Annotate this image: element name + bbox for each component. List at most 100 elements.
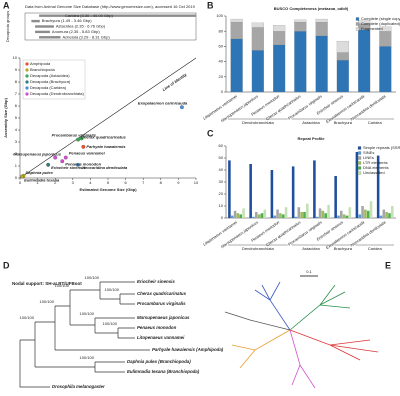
legend-marker xyxy=(25,80,29,84)
range-bar xyxy=(39,14,196,17)
panel-label: E xyxy=(385,260,391,270)
support: 100/100 xyxy=(85,275,100,280)
bar-segment xyxy=(230,38,243,93)
support: 100/100 xyxy=(40,299,55,304)
x-tick-label: Marsupenaeus japonicus xyxy=(220,220,259,250)
legend-marker xyxy=(25,86,29,90)
legend-swatch xyxy=(357,146,362,150)
bar-segment xyxy=(336,59,349,93)
legend-label: Complete (single copy) xyxy=(361,16,400,21)
x-tick-label: Litopenaeus vannamei xyxy=(202,220,238,247)
point-label: Procambarus virginalis xyxy=(52,132,97,137)
bar xyxy=(260,213,264,218)
legend-label: Simple repeats (SSR) xyxy=(363,145,400,150)
legend-swatch xyxy=(357,171,362,175)
point-label: Parhyale hawaiensis xyxy=(86,144,126,149)
panel-label: B xyxy=(207,0,214,10)
y-tick-label: 2 xyxy=(15,151,18,156)
y-tick-label: 60 xyxy=(219,43,224,48)
y-tick-label: 0 xyxy=(15,175,18,180)
branch xyxy=(289,284,351,331)
y-tick-label: 7 xyxy=(15,91,18,96)
range-label: Anomura (2.35 - 5.83 Gbp) xyxy=(52,29,100,34)
bar xyxy=(334,176,337,218)
legend-label: Branchiopoda xyxy=(30,67,55,72)
taxon: Marsupenaeus japonicus xyxy=(137,315,190,320)
point-label: Eulimnadia texana xyxy=(24,178,60,183)
annotation: Line of identity xyxy=(161,72,188,93)
y-tick-label: 1 xyxy=(15,163,18,168)
branch xyxy=(231,329,291,369)
identity-line xyxy=(19,57,197,179)
bar xyxy=(279,213,282,218)
point xyxy=(53,155,58,160)
bar-segment xyxy=(294,31,307,93)
y-tick-label: 6 xyxy=(15,103,18,108)
bar xyxy=(342,214,346,218)
range-label: Brachyura (1.49 - 3.46 Gbp) xyxy=(42,18,92,23)
x-tick-label: 0 xyxy=(19,180,22,185)
x-tick-label: 7 xyxy=(142,180,145,185)
y-tick-label: 30 xyxy=(219,179,224,184)
group-label: Caridea xyxy=(368,246,383,251)
x-tick-label: Litopenaeus vannamei xyxy=(202,94,238,121)
taxon: Eulimnadia texana (Branchiopoda) xyxy=(127,369,200,374)
legend-marker xyxy=(25,92,29,96)
panel-label: A xyxy=(3,0,10,10)
bar xyxy=(364,209,367,218)
taxon: Procambarus virginalis xyxy=(137,301,186,306)
bar xyxy=(306,203,309,218)
bar-segment xyxy=(251,22,264,28)
branch xyxy=(254,281,291,331)
point-label: Exopalaemon carinicauda xyxy=(138,100,188,105)
bar-segment xyxy=(358,20,371,24)
point xyxy=(76,137,80,142)
x-tick-label: 2 xyxy=(54,180,57,185)
bar xyxy=(263,209,267,218)
group-label: Brachyura xyxy=(334,120,353,125)
branch xyxy=(289,329,316,389)
bar-segment xyxy=(273,44,286,93)
range-label: Astacidea (2.35 - 6.76 Gbp) xyxy=(56,24,106,29)
bar xyxy=(376,155,380,218)
legend-swatch xyxy=(357,151,362,155)
bar xyxy=(361,206,364,218)
y-tick-label: 5 xyxy=(15,115,18,120)
support: 100/100 xyxy=(105,287,120,292)
group-label: Astacidea xyxy=(302,120,320,125)
panel-label: D xyxy=(3,260,10,270)
legend-label: Decapoda (Dendrobranchiata) xyxy=(30,91,84,96)
frame xyxy=(24,12,197,41)
y-axis-label: Assembly Size (Gbp) xyxy=(3,97,8,137)
bar xyxy=(230,215,234,218)
taxon: Penaeus monodon xyxy=(137,325,177,330)
legend-swatch xyxy=(355,17,360,21)
tree-branches xyxy=(19,281,150,388)
bar xyxy=(249,164,252,218)
point-label: Eriocheir sinensis xyxy=(51,165,86,170)
bar xyxy=(284,207,288,218)
tree-note: Nodal support: SH-aLRT/UFBoot xyxy=(12,281,82,286)
bar xyxy=(391,206,394,218)
x-tick-label: 1 xyxy=(36,180,39,185)
y-tick-label: 40 xyxy=(219,59,224,64)
legend-label: DNA elements xyxy=(363,165,389,170)
bar xyxy=(366,210,370,218)
scale-label: 0.1 xyxy=(306,269,312,274)
y-tick-label: 0 xyxy=(221,215,224,220)
branch xyxy=(224,311,291,331)
y-tick-label: 80 xyxy=(219,28,224,33)
bar-segment xyxy=(230,21,243,39)
range-bar xyxy=(35,30,50,34)
x-tick-label: Neocaridina denticulata xyxy=(349,219,387,248)
point-label: Penaeus vannamei xyxy=(69,151,106,156)
group-label: Dendrobranchiata xyxy=(242,246,275,251)
tree-e: 0.1 xyxy=(224,269,379,389)
bar xyxy=(291,166,295,218)
x-tick-label: Neocaridina denticulata xyxy=(349,93,387,122)
range-bar xyxy=(31,19,40,23)
y-tick-label: 20 xyxy=(219,74,224,79)
point xyxy=(76,162,80,167)
range-bar xyxy=(35,25,54,28)
y-tick-label: 3 xyxy=(15,139,18,144)
